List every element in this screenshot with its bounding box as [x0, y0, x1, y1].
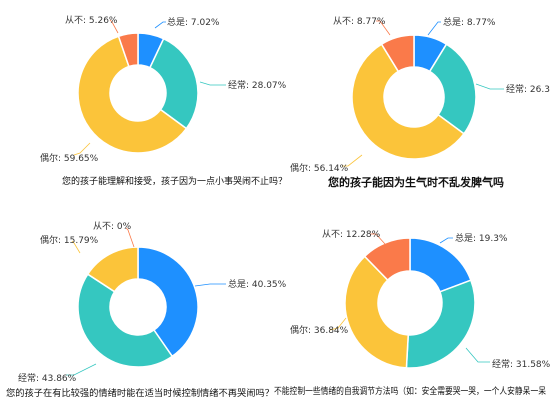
chart-4-slice-never	[363, 237, 411, 282]
chart-4-slice-often	[405, 279, 476, 369]
chart-4-label-often: 经常: 31.58%	[492, 358, 550, 370]
chart-1-leader-often	[199, 81, 226, 86]
chart-4-caption: 不能控制一些情绪的自我调节方法吗（如：安全需要哭一哭，一个人安静呆一呆	[274, 385, 546, 397]
chart-1-leader-sometimes	[73, 142, 91, 156]
donut-chart-3: 总是: 40.35% 经常: 43.86% 偶尔: 15.79% 从不: 0%	[18, 221, 287, 384]
donut-chart-2: 总是: 8.77% 经常: 26.32% 偶尔: 56.14% 从不: 8.77%	[290, 16, 550, 174]
chart-4-leader-often	[465, 347, 490, 363]
donut-chart-1: 总是: 7.02% 经常: 28.07% 偶尔: 59.65% 从不: 5.26%	[40, 15, 287, 164]
chart-3-caption: 您的孩子在有比较强的情绪时能在适当时候控制情绪不再哭闹吗？	[6, 387, 274, 399]
chart-3-label-always: 总是: 40.35%	[228, 278, 287, 290]
chart-1-label-always: 总是: 7.02%	[167, 16, 220, 28]
chart-3-label-sometimes: 偶尔: 15.79%	[40, 234, 99, 246]
chart-4-slice-sometimes	[344, 255, 410, 369]
chart-1-slice-sometimes	[77, 35, 188, 154]
chart-1-leader-never	[109, 19, 119, 34]
chart-3-slice-always	[137, 246, 199, 358]
chart-3-slice-often	[77, 273, 174, 368]
chart-1-caption: 您的孩子能理解和接受，孩子因为一点小事哭闹不止吗？	[62, 175, 287, 187]
chart-1-label-often: 经常: 28.07%	[228, 79, 287, 91]
chart-2-slice-sometimes	[351, 43, 466, 160]
chart-1-leader-always	[154, 21, 166, 29]
chart-1-slice-often	[148, 37, 199, 130]
chart-3-leader-never	[125, 227, 135, 248]
chart-2-label-sometimes: 偶尔: 56.14%	[290, 162, 349, 174]
chart-4-leader-sometimes	[329, 317, 347, 331]
donut-chart-4: 总是: 19.3% 经常: 31.58% 偶尔: 36.84% 从不: 12.28%	[290, 229, 550, 370]
chart-3-leader-sometimes	[71, 240, 81, 254]
chart-3-slice-sometimes	[86, 246, 139, 293]
chart-4-label-sometimes: 偶尔: 36.84%	[290, 324, 349, 336]
chart-2-label-often: 经常: 26.32%	[506, 83, 550, 95]
chart-4-label-always: 总是: 19.3%	[455, 232, 508, 244]
chart-2-slice-never	[380, 34, 415, 73]
chart-1-label-never: 从不: 5.26%	[65, 15, 118, 26]
chart-2-leader-often	[475, 83, 504, 90]
chart-2-leader-always	[427, 21, 441, 36]
chart-4-leader-always	[439, 237, 453, 244]
chart-3-label-often: 经常: 43.86%	[18, 372, 77, 384]
chart-2-label-never: 从不: 8.77%	[333, 16, 386, 27]
chart-1-slice-never	[117, 32, 139, 68]
chart-2-leader-sometimes	[342, 154, 363, 167]
chart-4-label-never: 从不: 12.28%	[322, 229, 381, 240]
chart-2-slice-often	[428, 43, 477, 135]
chart-2-caption: 您的孩子能因为生气时不乱发脾气吗	[328, 175, 504, 189]
chart-2-leader-never	[376, 20, 391, 36]
chart-4-leader-never	[370, 233, 386, 245]
chart-3-leader-always	[194, 283, 226, 287]
chart-2-label-always: 总是: 8.77%	[443, 16, 496, 28]
chart-1-label-sometimes: 偶尔: 59.65%	[40, 152, 99, 164]
chart-3-leader-often	[66, 363, 97, 376]
chart-3-label-never: 从不: 0%	[93, 221, 132, 232]
